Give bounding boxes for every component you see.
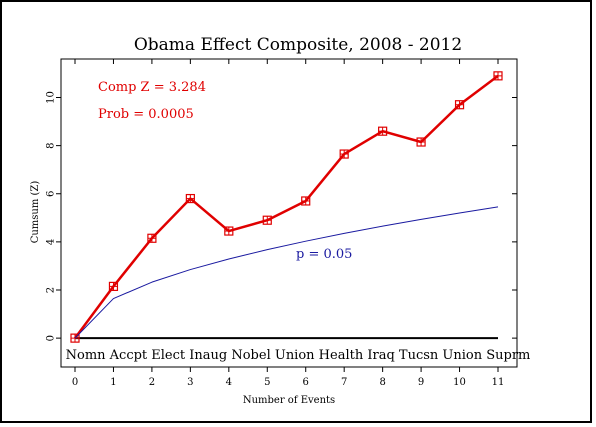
- x-tick-label: 6: [303, 377, 309, 388]
- prob-annotation: Prob = 0.0005: [98, 107, 194, 122]
- x-tick-label: 4: [226, 377, 232, 388]
- y-axis: 0 2 4 6 8 10: [46, 91, 517, 341]
- y-tick-label: 0: [46, 335, 57, 341]
- x-tick-label: 10: [453, 377, 466, 388]
- data-point: [301, 196, 311, 206]
- event-labels: Nomn Accpt Elect Inaug Nobel Union Healt…: [66, 348, 531, 363]
- x-tick-label: 9: [418, 377, 424, 388]
- x-tick-label: 11: [492, 377, 505, 388]
- x-tick-label: 1: [110, 377, 116, 388]
- data-point: [224, 226, 234, 236]
- cumsum-series-line: [73, 74, 499, 339]
- x-axis: 0 1 2 3 4 5 6 7 8 9 10 11: [72, 59, 505, 388]
- data-point: [378, 126, 388, 136]
- plot-area: [60, 58, 518, 368]
- p-value-annotation: p = 0.05: [296, 247, 352, 262]
- comp-z-annotation: Comp Z = 3.284: [98, 80, 206, 95]
- x-axis-label: Number of Events: [243, 395, 335, 406]
- data-point: [493, 71, 503, 81]
- data-point: [454, 100, 465, 110]
- y-tick-label: 4: [46, 239, 57, 245]
- data-point: [185, 193, 195, 204]
- y-axis-label: Cumsum (Z): [30, 181, 41, 244]
- data-point: [147, 233, 157, 243]
- x-tick-label: 7: [341, 377, 347, 388]
- series-layer: [70, 71, 503, 343]
- y-tick-label: 2: [46, 287, 57, 293]
- x-tick-label: 5: [264, 377, 270, 388]
- x-tick-label: 2: [149, 377, 155, 388]
- data-point: [416, 137, 426, 147]
- y-tick-label: 10: [46, 91, 57, 104]
- data-point: [262, 215, 272, 225]
- y-tick-label: 8: [46, 142, 57, 148]
- event-labels-text: Nomn Accpt Elect Inaug Nobel Union Healt…: [66, 348, 531, 363]
- x-tick-label: 0: [72, 377, 78, 388]
- chart-title: Obama Effect Composite, 2008 - 2012: [134, 35, 462, 55]
- x-tick-label: 8: [379, 377, 385, 388]
- data-point: [108, 281, 119, 291]
- y-tick-label: 6: [46, 191, 57, 197]
- x-tick-label: 3: [187, 377, 193, 388]
- p05-envelope-line: [74, 206, 499, 339]
- data-point: [339, 149, 349, 159]
